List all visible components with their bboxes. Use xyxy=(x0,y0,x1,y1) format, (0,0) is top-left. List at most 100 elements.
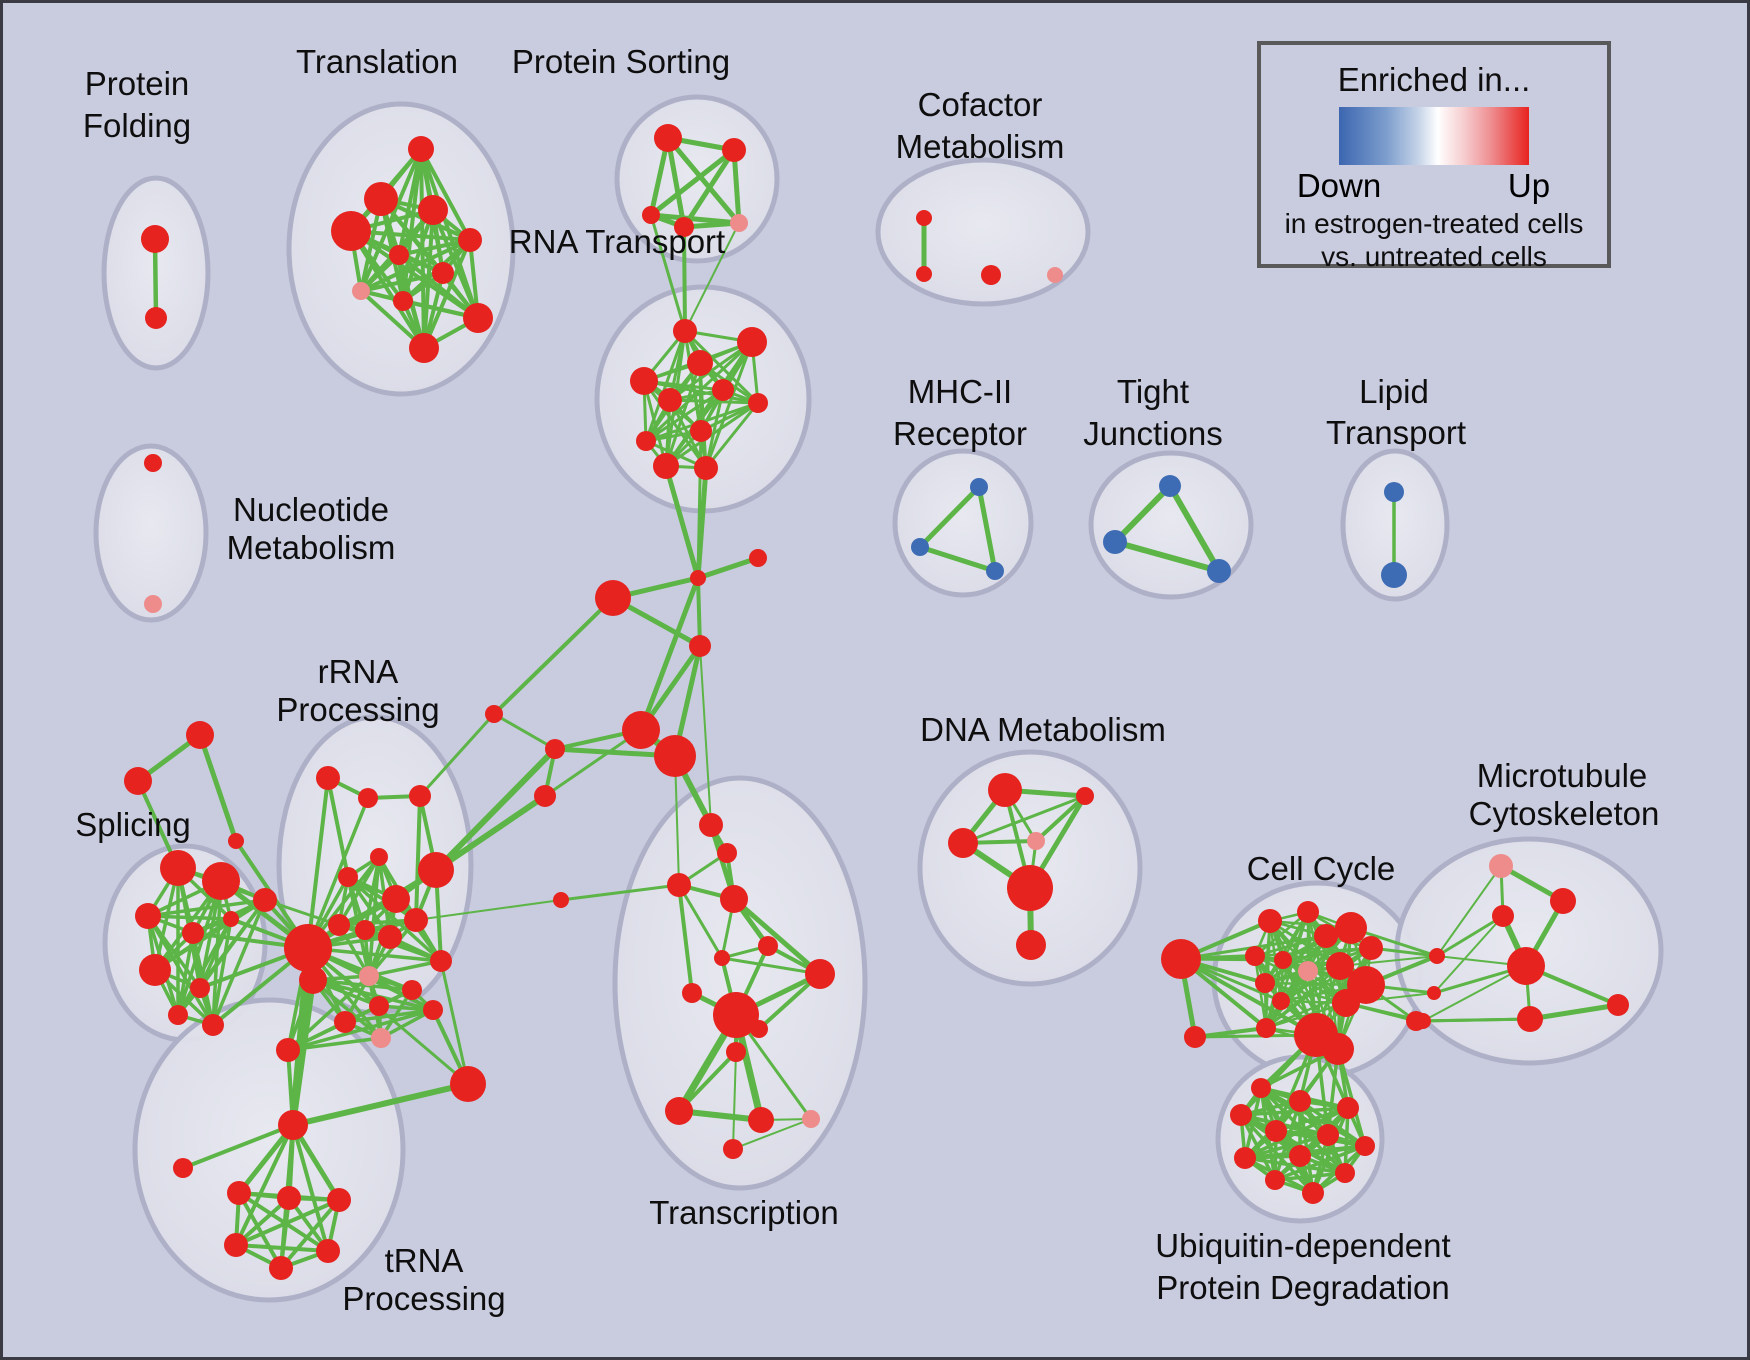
node-tj2[interactable] xyxy=(1103,530,1127,554)
node-cc16[interactable] xyxy=(1322,1033,1354,1065)
node-tx2[interactable] xyxy=(717,843,737,863)
node-ps3[interactable] xyxy=(642,206,660,224)
node-s7[interactable] xyxy=(190,978,210,998)
node-x4[interactable] xyxy=(224,1233,248,1257)
node-tj3[interactable] xyxy=(1207,559,1231,583)
node-r8[interactable] xyxy=(328,914,350,936)
node-u8[interactable] xyxy=(1234,1147,1256,1169)
node-tj1[interactable] xyxy=(1159,475,1181,497)
node-c1[interactable] xyxy=(545,739,565,759)
node-cc12[interactable] xyxy=(1272,992,1290,1010)
node-t3[interactable] xyxy=(228,833,244,849)
node-cf2[interactable] xyxy=(916,266,932,282)
node-cc14[interactable] xyxy=(1256,1018,1276,1038)
node-ps5[interactable] xyxy=(730,214,748,232)
node-cc8[interactable] xyxy=(1298,961,1318,981)
node-lt2[interactable] xyxy=(1381,562,1407,588)
node-r20[interactable] xyxy=(334,1011,356,1033)
node-s9[interactable] xyxy=(202,1014,224,1036)
node-s10[interactable] xyxy=(253,888,277,912)
node-tl4[interactable] xyxy=(418,195,448,225)
node-r21[interactable] xyxy=(371,1028,391,1048)
node-t2[interactable] xyxy=(124,767,152,795)
node-d2[interactable] xyxy=(1076,787,1094,805)
node-u5[interactable] xyxy=(1265,1120,1287,1142)
node-tl6[interactable] xyxy=(389,245,409,265)
node-n2[interactable] xyxy=(749,549,767,567)
node-u3[interactable] xyxy=(1337,1097,1359,1119)
node-tx4[interactable] xyxy=(720,885,748,913)
node-x3[interactable] xyxy=(327,1188,351,1212)
node-rt10[interactable] xyxy=(653,453,679,479)
node-d1[interactable] xyxy=(988,773,1022,807)
node-u1[interactable] xyxy=(1251,1078,1271,1098)
node-mh1[interactable] xyxy=(970,478,988,496)
node-rt7[interactable] xyxy=(748,393,768,413)
node-cc0b[interactable] xyxy=(1184,1026,1206,1048)
node-cc2[interactable] xyxy=(1297,901,1319,923)
node-r22[interactable] xyxy=(276,1038,300,1062)
node-cc9[interactable] xyxy=(1326,952,1354,980)
node-tx6[interactable] xyxy=(714,950,730,966)
node-pf2[interactable] xyxy=(145,307,167,329)
node-r13[interactable] xyxy=(284,924,332,972)
node-tl1[interactable] xyxy=(408,136,434,162)
node-mh3[interactable] xyxy=(986,562,1004,580)
node-u10[interactable] xyxy=(1265,1170,1285,1190)
node-m6[interactable] xyxy=(1607,994,1629,1016)
node-s2[interactable] xyxy=(202,862,240,900)
node-r15[interactable] xyxy=(430,950,452,972)
node-m4[interactable] xyxy=(1507,947,1545,985)
node-h1[interactable] xyxy=(278,1110,308,1140)
node-ps2[interactable] xyxy=(722,138,746,162)
node-rt9[interactable] xyxy=(636,431,656,451)
node-tl7[interactable] xyxy=(432,262,454,284)
node-ov3[interactable] xyxy=(1415,1013,1431,1029)
node-x1[interactable] xyxy=(227,1181,251,1205)
node-r4[interactable] xyxy=(370,848,388,866)
node-m5[interactable] xyxy=(1517,1006,1543,1032)
node-cf4[interactable] xyxy=(1047,267,1063,283)
node-m1[interactable] xyxy=(1489,854,1513,878)
node-c3[interactable] xyxy=(553,892,569,908)
node-tx7[interactable] xyxy=(682,983,702,1003)
node-u6[interactable] xyxy=(1317,1124,1339,1146)
node-rt2[interactable] xyxy=(737,327,767,357)
node-cc13[interactable] xyxy=(1332,989,1360,1017)
node-rt6[interactable] xyxy=(712,379,734,401)
node-tx12[interactable] xyxy=(665,1097,693,1125)
node-u11[interactable] xyxy=(1335,1163,1355,1183)
node-cc4[interactable] xyxy=(1335,912,1367,944)
node-x6[interactable] xyxy=(316,1239,340,1263)
node-r23[interactable] xyxy=(450,1066,486,1102)
node-rt4[interactable] xyxy=(630,367,658,395)
node-r19[interactable] xyxy=(369,996,389,1016)
node-cf3[interactable] xyxy=(981,265,1001,285)
node-cc11[interactable] xyxy=(1255,973,1275,993)
node-m2[interactable] xyxy=(1550,888,1576,914)
node-nm2[interactable] xyxy=(144,595,162,613)
node-r17[interactable] xyxy=(402,980,422,1000)
node-cc5[interactable] xyxy=(1359,936,1383,960)
node-u4[interactable] xyxy=(1230,1104,1252,1126)
node-u9[interactable] xyxy=(1289,1145,1311,1167)
node-lt1[interactable] xyxy=(1384,482,1404,502)
node-pf1[interactable] xyxy=(141,225,169,253)
node-tx14[interactable] xyxy=(802,1110,820,1128)
node-u2[interactable] xyxy=(1289,1090,1311,1112)
node-r5[interactable] xyxy=(338,867,358,887)
node-r16[interactable] xyxy=(359,966,379,986)
node-r1[interactable] xyxy=(316,766,340,790)
node-r7[interactable] xyxy=(382,885,410,913)
node-rt5[interactable] xyxy=(658,388,682,412)
node-s1[interactable] xyxy=(160,850,196,886)
node-r24[interactable] xyxy=(485,705,503,723)
node-cc1[interactable] xyxy=(1258,909,1282,933)
node-ov1[interactable] xyxy=(1429,948,1445,964)
node-tx9[interactable] xyxy=(713,992,759,1038)
node-ps1[interactable] xyxy=(654,124,682,152)
node-u12[interactable] xyxy=(1302,1182,1324,1204)
node-tl11[interactable] xyxy=(409,333,439,363)
node-cc7[interactable] xyxy=(1274,951,1292,969)
node-h2[interactable] xyxy=(173,1158,193,1178)
